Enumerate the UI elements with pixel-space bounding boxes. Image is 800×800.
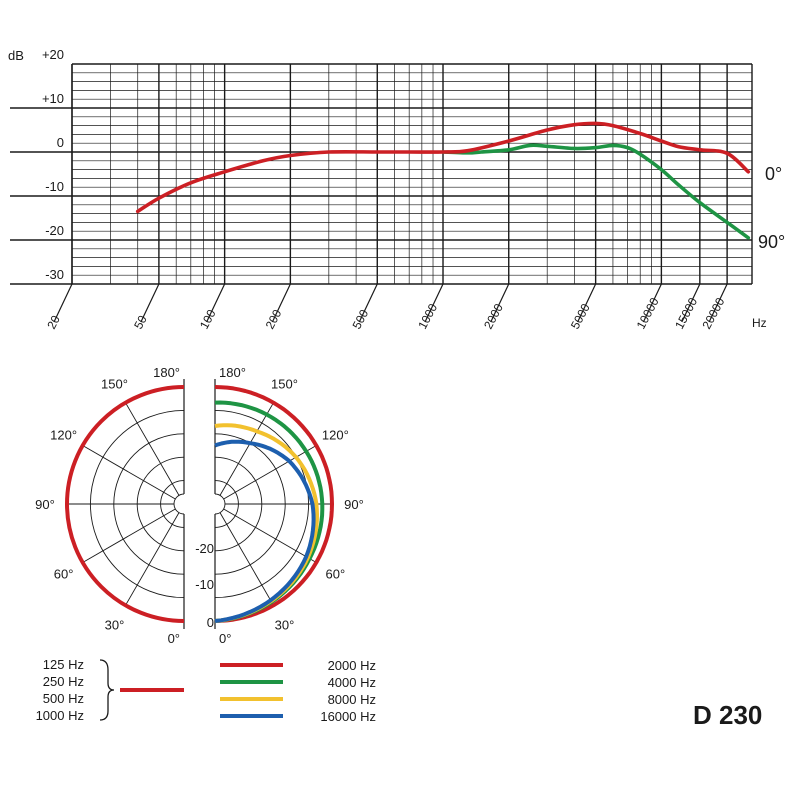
frequency-series — [135, 121, 751, 240]
polar-radial-label: 0 — [207, 615, 214, 630]
polar-curve-16000hz — [214, 439, 316, 623]
series-line-0deg — [135, 121, 751, 214]
legend-label-left: 125 Hz — [43, 657, 84, 672]
x-tick-label: 10000 — [634, 295, 662, 331]
legend-label-right: 8000 Hz — [328, 692, 376, 707]
polar-labels: 180° 180° 150° 150° 120° 120° 90° 90° 60° 60° 30° 3… — [35, 365, 364, 646]
polar-center-notch — [173, 493, 185, 515]
polar-angle-label-left: 30° — [105, 617, 125, 632]
polar-angle-label-left: 0° — [168, 631, 180, 646]
polar-legend: 125 Hz 250 Hz 500 Hz 1000 Hz 2000 Hz 4000 Hz 8… — [36, 657, 376, 724]
frequency-grid — [10, 63, 753, 285]
y-axis-label: dB — [8, 48, 24, 63]
x-tick-label: 200 — [263, 307, 285, 332]
legend-label-right: 16000 Hz — [320, 709, 376, 724]
legend-label-right: 4000 Hz — [328, 675, 376, 690]
polar-angle-label-right: 0° — [219, 631, 231, 646]
polar-angle-label-right: 30° — [275, 617, 295, 632]
y-tick-label: +10 — [42, 91, 64, 106]
polar-angle-label-left: 120° — [50, 428, 77, 443]
legend-label-left: 1000 Hz — [36, 708, 84, 723]
x-tick-mark — [53, 283, 73, 323]
legend-label-right: 2000 Hz — [328, 658, 376, 673]
polar-spoke — [82, 445, 176, 500]
polar-angle-label-left: 180° — [153, 365, 180, 380]
polar-radial-label: -20 — [195, 541, 214, 556]
polar-spoke — [125, 402, 180, 496]
y-tick-label: +20 — [42, 47, 64, 62]
x-tick-label: 5000 — [568, 301, 593, 331]
polar-radial-label: -10 — [195, 577, 214, 592]
polar-spoke — [125, 512, 180, 606]
x-tick-label: 20000 — [699, 295, 727, 331]
legend-brace — [99, 659, 115, 721]
y-tick-label: -30 — [45, 267, 64, 282]
polar-curve-low-frequencies — [65, 385, 185, 623]
x-tick-label: 100 — [197, 307, 219, 332]
polar-spoke — [223, 508, 317, 563]
x-tick-mark — [271, 283, 291, 323]
x-tick-label: 2000 — [481, 301, 506, 331]
y-tick-label: -10 — [45, 179, 64, 194]
legend-label-left: 250 Hz — [43, 674, 84, 689]
x-tick-mark — [490, 283, 510, 323]
x-tick-mark — [424, 283, 444, 323]
frequency-y-ticks: +20 +10 0 -10 -20 -30 — [42, 47, 64, 282]
frequency-response-chart: 20 50 100 200 500 1000 2000 5000 10000 15000 20000… — [8, 47, 785, 331]
x-tick-label: 15000 — [672, 295, 700, 331]
polar-angle-label-left: 60° — [54, 567, 74, 582]
x-tick-mark — [358, 283, 378, 323]
polar-angle-label-right: 90° — [344, 497, 364, 512]
polar-angle-label-right: 150° — [271, 377, 298, 392]
polar-angle-label-right: 120° — [322, 428, 349, 443]
polar-series — [65, 385, 334, 623]
x-tick-mark — [577, 283, 597, 323]
polar-spoke — [82, 508, 176, 563]
frequency-x-ticks: 20 50 100 200 500 1000 2000 5000 10000 15000 20000 — [44, 283, 728, 332]
x-tick-label: 500 — [350, 307, 372, 332]
polar-spoke — [219, 512, 274, 606]
x-axis-label: Hz — [752, 316, 767, 330]
model-name: D 230 — [693, 700, 762, 730]
polar-spoke — [223, 445, 317, 500]
series-label-0deg: 0° — [765, 164, 782, 184]
polar-angle-label-right: 180° — [219, 365, 246, 380]
x-tick-label: 50 — [131, 313, 150, 332]
polar-spoke — [219, 402, 274, 496]
x-tick-mark — [206, 283, 226, 323]
polar-angle-label-right: 60° — [326, 567, 346, 582]
x-tick-mark — [708, 283, 728, 323]
y-tick-label: -20 — [45, 223, 64, 238]
x-tick-label: 20 — [44, 313, 63, 332]
x-tick-mark — [642, 283, 662, 323]
x-tick-mark — [140, 283, 160, 323]
legend-label-left: 500 Hz — [43, 691, 84, 706]
x-tick-label: 1000 — [415, 301, 440, 331]
polar-angle-label-left: 90° — [35, 497, 55, 512]
x-tick-mark — [681, 283, 701, 323]
polar-center-notch — [214, 493, 226, 515]
y-tick-label: 0 — [57, 135, 64, 150]
series-line-90deg — [441, 143, 751, 240]
polar-pattern-chart: 180° 180° 150° 150° 120° 120° 90° 90° 60° 60° 30° 3… — [35, 365, 364, 646]
polar-curve-2000hz — [214, 385, 334, 623]
polar-angle-label-left: 150° — [101, 377, 128, 392]
series-label-90deg: 90° — [758, 232, 785, 252]
